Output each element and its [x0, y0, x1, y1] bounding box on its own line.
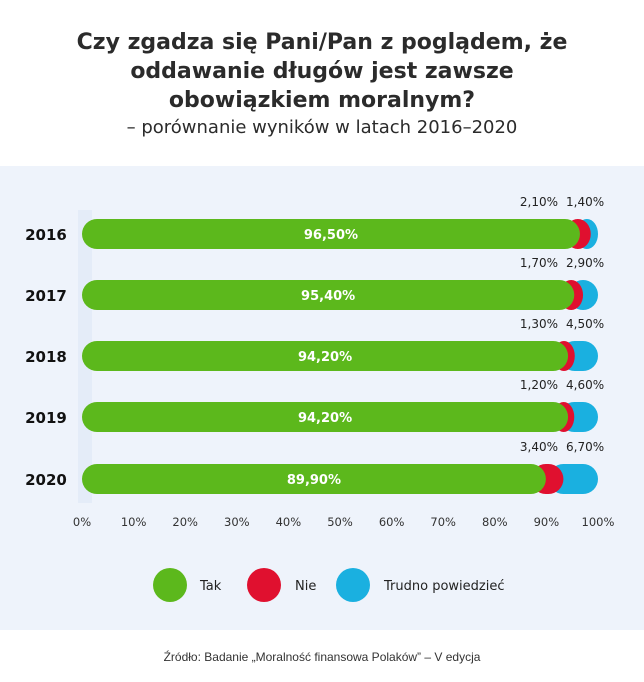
- data-label-nie: 2,10%: [520, 195, 558, 209]
- x-tick-label: 50%: [327, 515, 353, 529]
- data-label-trudno: 4,60%: [566, 378, 604, 392]
- category-label: 2016: [25, 226, 67, 244]
- data-label-nie: 1,20%: [520, 378, 558, 392]
- legend-swatch-nie: [247, 568, 281, 602]
- bar-segment-tak: [82, 341, 569, 371]
- source-note: Źródło: Badanie „Moralność finansowa Pol…: [163, 650, 481, 664]
- data-label-nie: 3,40%: [520, 440, 558, 454]
- x-tick-label: 70%: [430, 515, 456, 529]
- category-label: 2017: [25, 287, 67, 305]
- x-tick-label: 100%: [582, 515, 615, 529]
- bar-segment-tak: [82, 464, 546, 494]
- data-label-trudno: 2,90%: [566, 256, 604, 270]
- data-label-tak: 89,90%: [287, 473, 341, 488]
- legend-label: Tak: [199, 579, 222, 594]
- legend-label: Nie: [295, 579, 316, 594]
- data-label-trudno: 6,70%: [566, 440, 604, 454]
- category-label: 2018: [25, 348, 67, 366]
- legend-swatch-trudno: [336, 568, 370, 602]
- chart-subtitle: – porównanie wyników w latach 2016–2020: [126, 117, 518, 138]
- title-line: oddawanie długów jest zawsze: [130, 59, 514, 84]
- data-label-nie: 1,70%: [520, 256, 558, 270]
- data-label-nie: 1,30%: [520, 317, 558, 331]
- data-label-trudno: 4,50%: [566, 317, 604, 331]
- data-label-tak: 94,20%: [298, 350, 352, 365]
- x-tick-label: 80%: [482, 515, 508, 529]
- data-label-tak: 95,40%: [301, 289, 355, 304]
- x-tick-label: 40%: [276, 515, 302, 529]
- chart-title: Czy zgadza się Pani/Pan z poglądem, że o…: [0, 28, 644, 115]
- x-tick-label: 90%: [534, 515, 560, 529]
- legend-label: Trudno powiedzieć: [383, 579, 504, 594]
- x-tick-label: 30%: [224, 515, 250, 529]
- x-tick-label: 60%: [379, 515, 405, 529]
- data-label-tak: 96,50%: [304, 228, 358, 243]
- category-label: 2020: [25, 471, 67, 489]
- title-line: Czy zgadza się Pani/Pan z poglądem, że: [76, 30, 568, 55]
- x-tick-label: 20%: [172, 515, 198, 529]
- x-tick-label: 10%: [121, 515, 147, 529]
- bar-segment-tak: [82, 219, 580, 249]
- category-label: 2019: [25, 409, 67, 427]
- data-label-trudno: 1,40%: [566, 195, 604, 209]
- x-tick-label: 0%: [73, 515, 91, 529]
- title-line: obowiązkiem moralnym?: [168, 88, 476, 113]
- bar-segment-tak: [82, 402, 569, 432]
- data-label-tak: 94,20%: [298, 411, 352, 426]
- legend-swatch-tak: [153, 568, 187, 602]
- bar-segment-tak: [82, 280, 575, 310]
